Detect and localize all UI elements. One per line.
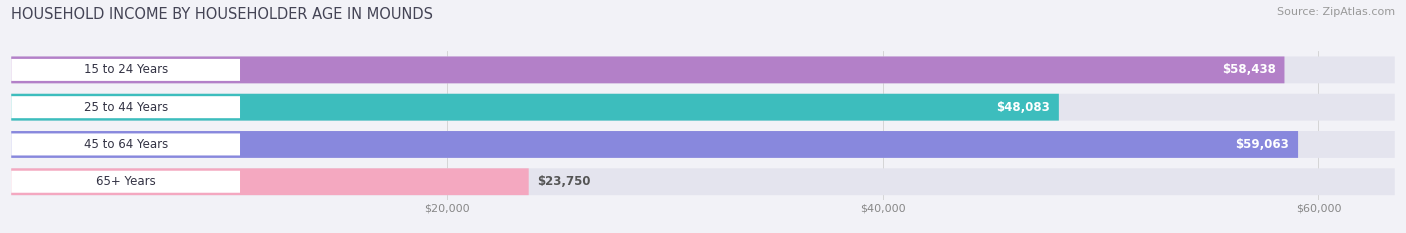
FancyBboxPatch shape <box>11 56 1285 83</box>
FancyBboxPatch shape <box>11 56 1395 83</box>
Text: 65+ Years: 65+ Years <box>96 175 156 188</box>
Text: Source: ZipAtlas.com: Source: ZipAtlas.com <box>1277 7 1395 17</box>
FancyBboxPatch shape <box>11 96 240 118</box>
FancyBboxPatch shape <box>11 168 529 195</box>
FancyBboxPatch shape <box>11 94 1059 121</box>
Text: $58,438: $58,438 <box>1222 63 1275 76</box>
Text: 15 to 24 Years: 15 to 24 Years <box>83 63 167 76</box>
Text: HOUSEHOLD INCOME BY HOUSEHOLDER AGE IN MOUNDS: HOUSEHOLD INCOME BY HOUSEHOLDER AGE IN M… <box>11 7 433 22</box>
FancyBboxPatch shape <box>11 59 240 81</box>
FancyBboxPatch shape <box>11 94 1395 121</box>
Text: 45 to 64 Years: 45 to 64 Years <box>83 138 167 151</box>
FancyBboxPatch shape <box>11 171 240 193</box>
Text: $23,750: $23,750 <box>537 175 591 188</box>
FancyBboxPatch shape <box>11 131 1395 158</box>
FancyBboxPatch shape <box>11 168 1395 195</box>
Text: 25 to 44 Years: 25 to 44 Years <box>83 101 167 114</box>
Text: $48,083: $48,083 <box>997 101 1050 114</box>
FancyBboxPatch shape <box>11 131 1298 158</box>
FancyBboxPatch shape <box>11 134 240 155</box>
Text: $59,063: $59,063 <box>1236 138 1289 151</box>
